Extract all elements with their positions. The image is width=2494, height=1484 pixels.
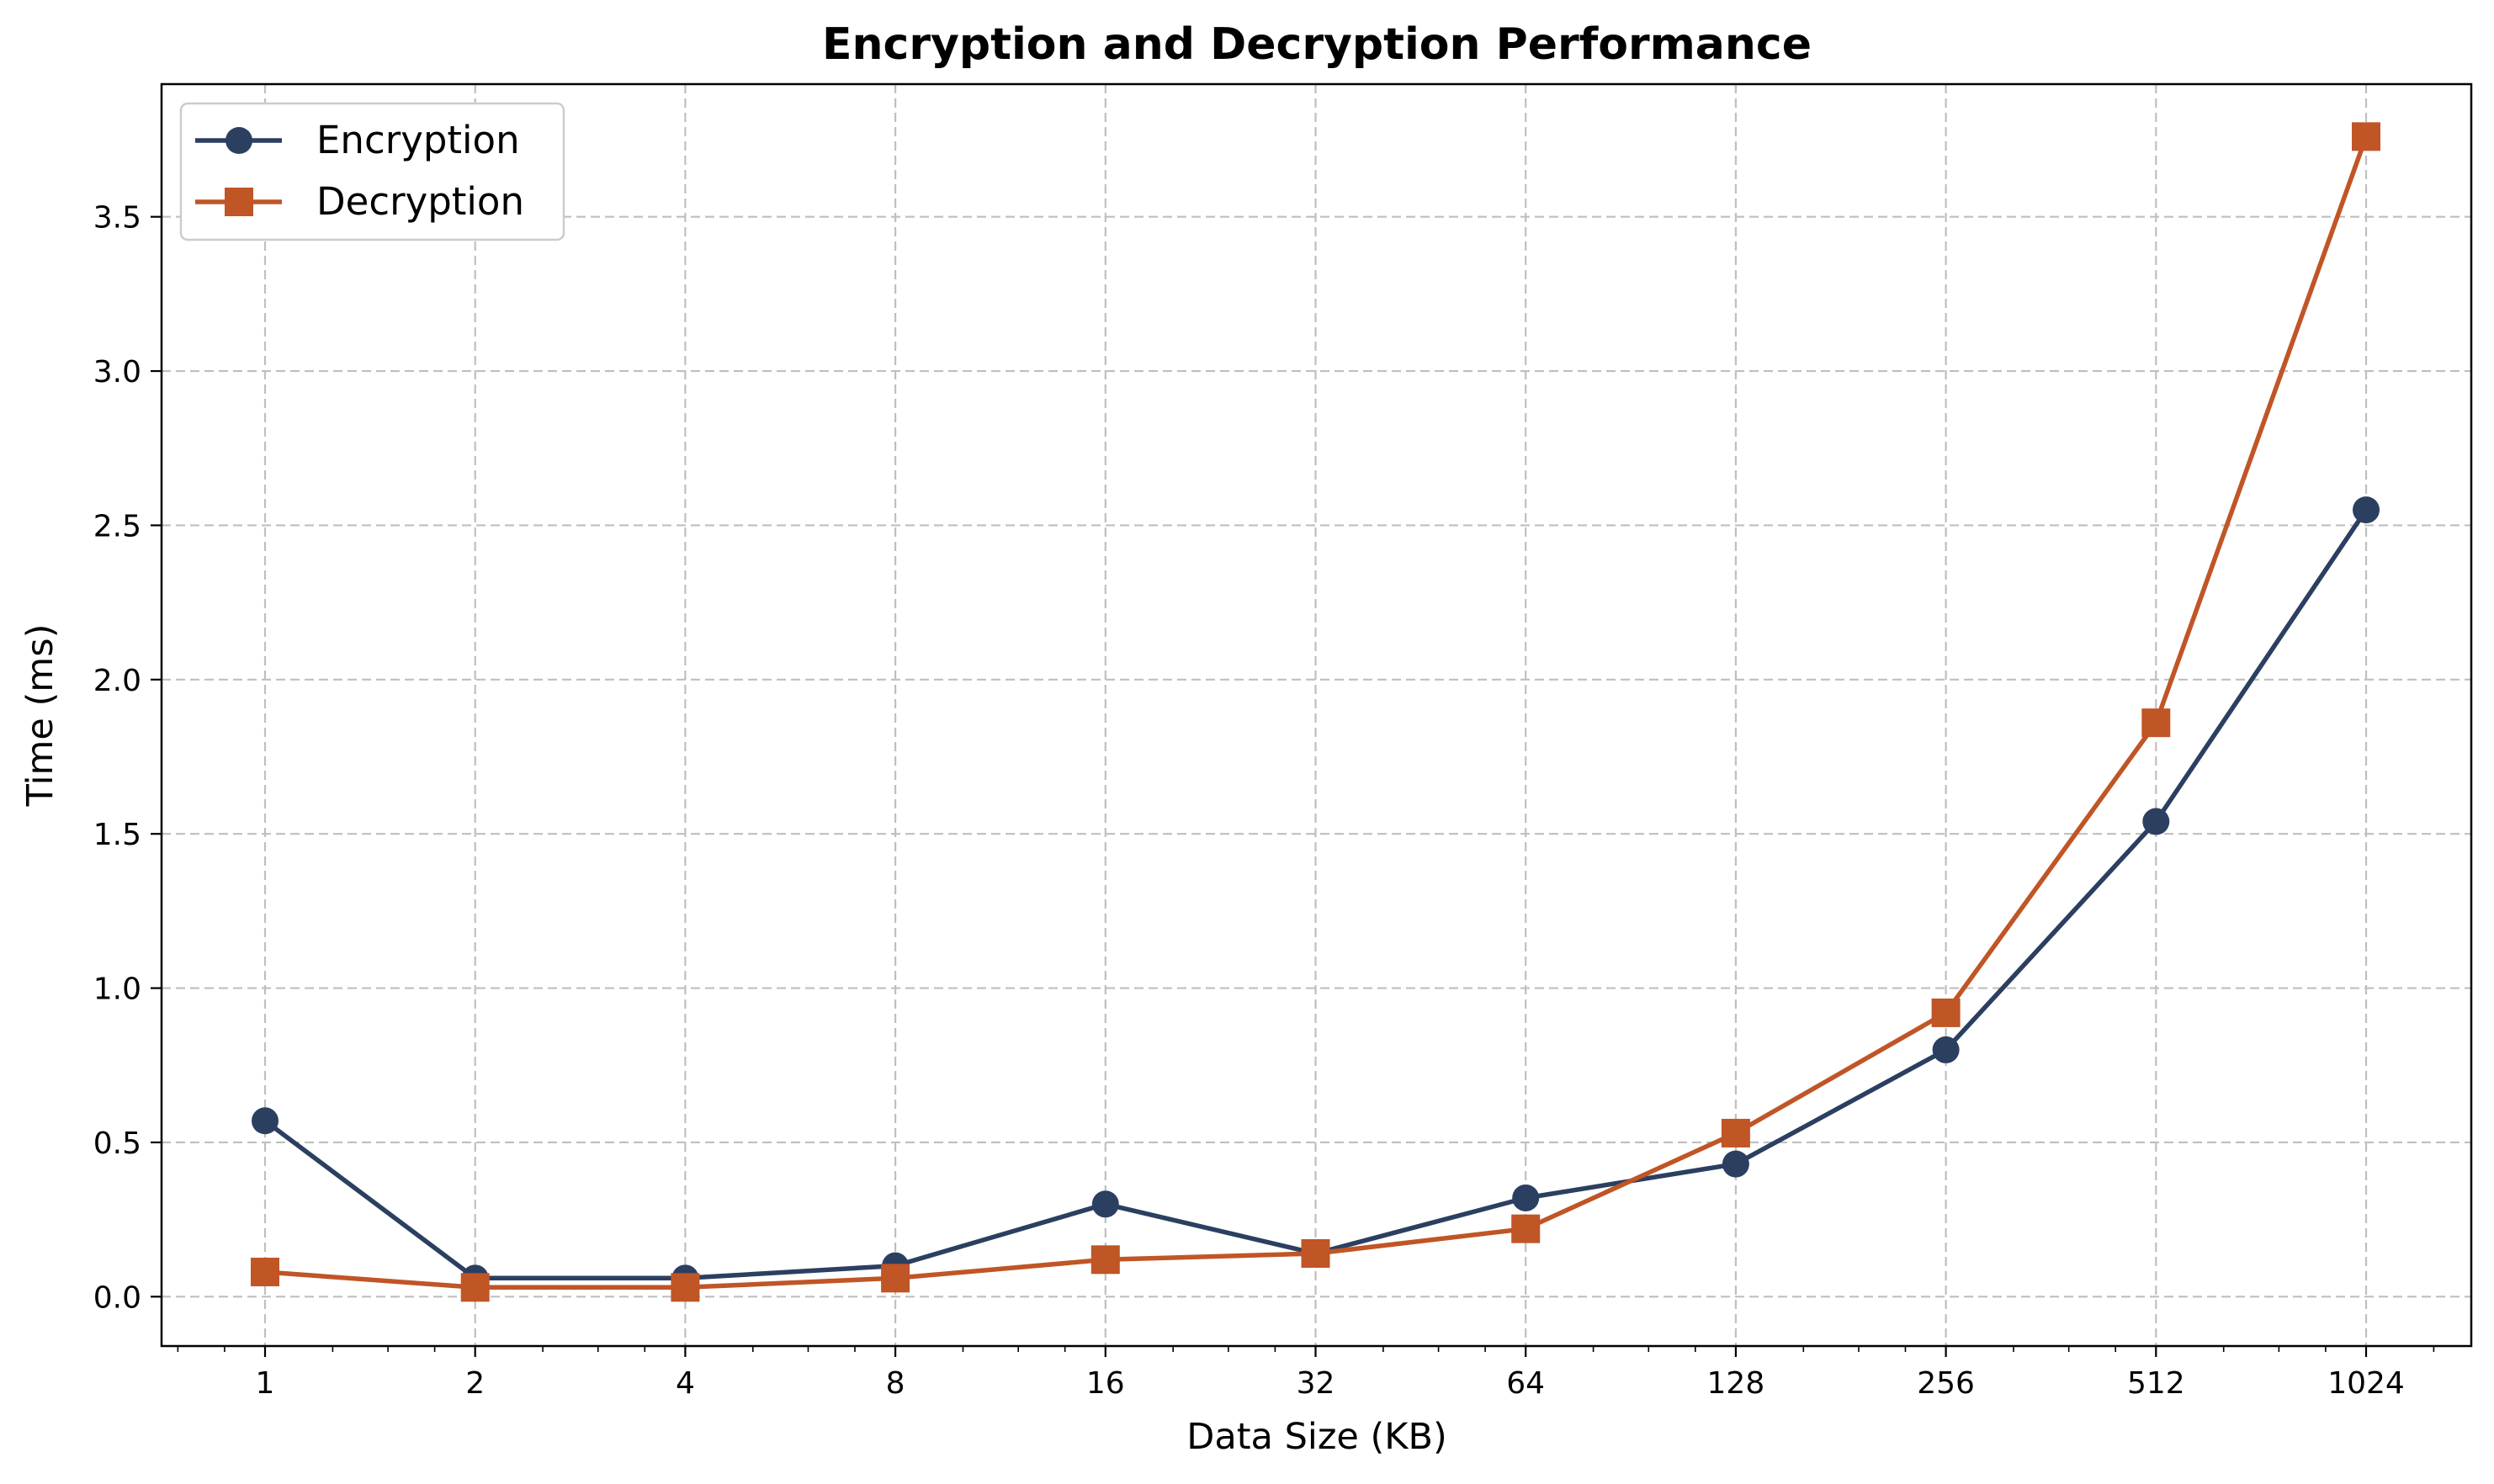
encryption-point xyxy=(252,1107,279,1135)
x-tick-label: 128 xyxy=(1707,1366,1765,1401)
legend-encryption-label: Encryption xyxy=(316,118,520,162)
encryption-point xyxy=(2142,808,2170,835)
decryption-point xyxy=(2352,122,2380,151)
decryption-point xyxy=(2141,708,2171,738)
grid-lines xyxy=(162,84,2471,1346)
x-tick-label: 1024 xyxy=(2327,1366,2405,1401)
x-tick-label: 16 xyxy=(1086,1366,1125,1401)
decryption-point xyxy=(1511,1214,1541,1243)
decryption-point xyxy=(671,1273,700,1302)
x-tick-label: 512 xyxy=(2127,1366,2185,1401)
x-tick-label: 4 xyxy=(676,1366,695,1401)
x-tick-label: 1 xyxy=(256,1366,275,1401)
decryption-point xyxy=(460,1273,490,1302)
y-tick-label: 2.0 xyxy=(93,664,141,698)
x-tick-label: 8 xyxy=(886,1366,905,1401)
encryption-point xyxy=(1722,1150,1749,1178)
series-layer xyxy=(251,122,2380,1302)
decryption-point xyxy=(1090,1245,1120,1275)
y-tick-label: 1.5 xyxy=(93,818,141,852)
y-tick-label: 1.0 xyxy=(93,973,141,1007)
decryption-point xyxy=(1721,1118,1750,1147)
y-tick-label: 2.5 xyxy=(93,509,141,543)
decryption-point xyxy=(881,1264,910,1293)
decryption-point xyxy=(251,1257,279,1286)
x-tick-label: 2 xyxy=(465,1366,485,1401)
legend-decryption-marker xyxy=(225,188,253,216)
x-tick-label: 256 xyxy=(1917,1366,1975,1401)
decryption-point xyxy=(1301,1238,1330,1268)
chart-title: Encryption and Decryption Performance xyxy=(822,19,1812,70)
legend-decryption-label: Decryption xyxy=(316,179,524,224)
y-tick-label: 0.5 xyxy=(93,1126,141,1161)
decryption-point xyxy=(1931,998,1961,1027)
encryption-point xyxy=(2353,496,2380,524)
legend: Encryption Decryption xyxy=(179,102,565,241)
encryption-point xyxy=(1091,1190,1119,1218)
axis-ticks: 1 2 4 8 16 32 64 128 256 512 1024 0.0 0.5 1.0 1.5 2.0 2.… xyxy=(93,201,2435,1401)
y-tick-label: 3.5 xyxy=(93,201,141,236)
legend-encryption-marker xyxy=(226,127,252,154)
encryption-point xyxy=(1512,1184,1540,1211)
y-tick-label: 3.0 xyxy=(93,355,141,390)
x-tick-label: 64 xyxy=(1506,1366,1545,1401)
y-tick-label: 0.0 xyxy=(93,1280,141,1315)
y-axis-label: Time (ms) xyxy=(19,624,61,808)
legend-box xyxy=(179,102,565,241)
x-axis-label: Data Size (KB) xyxy=(1186,1416,1447,1458)
encryption-point xyxy=(1932,1036,1960,1063)
x-tick-label: 32 xyxy=(1297,1366,1335,1401)
